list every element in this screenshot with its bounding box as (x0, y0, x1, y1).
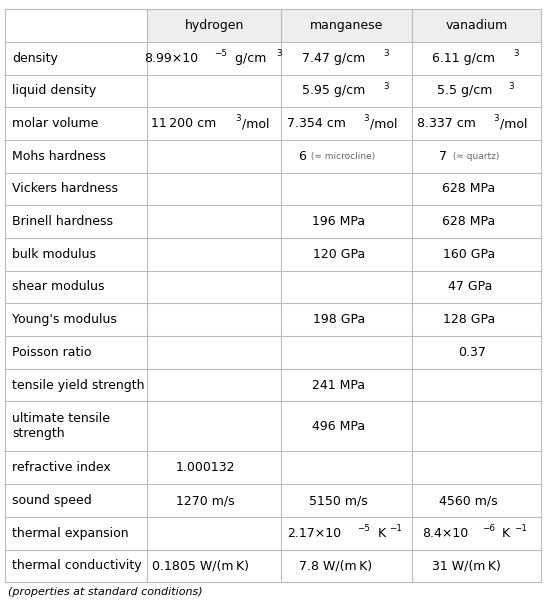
Text: Brinell hardness: Brinell hardness (12, 215, 113, 228)
Text: 8.4×10: 8.4×10 (422, 527, 468, 540)
Text: 8.337 cm: 8.337 cm (417, 117, 476, 130)
Text: 198 GPa: 198 GPa (313, 313, 365, 326)
Text: 241 MPa: 241 MPa (312, 379, 365, 392)
Text: 628 MPa: 628 MPa (442, 183, 495, 196)
Text: thermal conductivity: thermal conductivity (12, 560, 141, 573)
Text: −1: −1 (514, 524, 527, 533)
Text: 1270 m/s: 1270 m/s (176, 494, 235, 507)
Text: bulk modulus: bulk modulus (12, 248, 96, 261)
Text: 6.11 g/cm: 6.11 g/cm (432, 52, 495, 65)
Bar (412, 9, 541, 42)
Text: 47 GPa: 47 GPa (448, 280, 492, 293)
Text: refractive index: refractive index (12, 461, 111, 474)
Text: −5: −5 (214, 49, 227, 58)
Text: −5: −5 (357, 524, 370, 533)
Text: 628 MPa: 628 MPa (442, 215, 495, 228)
Text: /mol: /mol (242, 117, 270, 130)
Text: hydrogen: hydrogen (185, 19, 244, 32)
Bar (147, 9, 281, 42)
Text: 3: 3 (508, 81, 514, 90)
Text: (≈ quartz): (≈ quartz) (450, 152, 499, 161)
Text: Poisson ratio: Poisson ratio (12, 346, 92, 359)
Text: 7.47 g/cm: 7.47 g/cm (302, 52, 365, 65)
Text: g/cm: g/cm (231, 52, 266, 65)
Text: 3: 3 (235, 114, 240, 123)
Text: 5150 m/s: 5150 m/s (308, 494, 367, 507)
Text: 0.37: 0.37 (458, 346, 486, 359)
Text: 4560 m/s: 4560 m/s (438, 494, 497, 507)
Text: /mol: /mol (500, 117, 527, 130)
Text: 7: 7 (440, 150, 447, 163)
Text: liquid density: liquid density (12, 84, 96, 97)
Bar (281, 9, 412, 42)
Text: vanadium: vanadium (445, 19, 507, 32)
Text: 0.1805 W/(m K): 0.1805 W/(m K) (152, 560, 248, 573)
Text: tensile yield strength: tensile yield strength (12, 379, 145, 392)
Text: −6: −6 (482, 524, 495, 533)
Text: density: density (12, 52, 58, 65)
Text: manganese: manganese (310, 19, 383, 32)
Text: thermal expansion: thermal expansion (12, 527, 129, 540)
Text: 8.99×10: 8.99×10 (144, 52, 199, 65)
Text: Vickers hardness: Vickers hardness (12, 183, 118, 196)
Text: molar volume: molar volume (12, 117, 98, 130)
Text: 3: 3 (493, 114, 498, 123)
Text: 196 MPa: 196 MPa (312, 215, 365, 228)
Text: 3: 3 (384, 49, 389, 58)
Text: 3: 3 (513, 49, 519, 58)
Text: 160 GPa: 160 GPa (443, 248, 495, 261)
Text: K: K (374, 527, 386, 540)
Text: 5.5 g/cm: 5.5 g/cm (437, 84, 492, 97)
Text: /mol: /mol (370, 117, 398, 130)
Text: 120 GPa: 120 GPa (313, 248, 365, 261)
Text: 7.8 W/(m K): 7.8 W/(m K) (299, 560, 372, 573)
Text: 496 MPa: 496 MPa (312, 420, 365, 433)
Text: 1.000132: 1.000132 (176, 461, 235, 474)
Text: −1: −1 (389, 524, 402, 533)
Text: 128 GPa: 128 GPa (443, 313, 495, 326)
Text: K: K (498, 527, 511, 540)
Text: 3: 3 (384, 81, 389, 90)
Text: (≈ microcline): (≈ microcline) (308, 152, 376, 161)
Text: 3: 3 (363, 114, 369, 123)
Text: 31 W/(m K): 31 W/(m K) (432, 560, 501, 573)
Text: 3: 3 (277, 49, 282, 58)
Text: 2.17×10: 2.17×10 (287, 527, 341, 540)
Text: (properties at standard conditions): (properties at standard conditions) (8, 587, 203, 597)
Text: Mohs hardness: Mohs hardness (12, 150, 106, 163)
Text: ultimate tensile
strength: ultimate tensile strength (12, 412, 110, 441)
Text: sound speed: sound speed (12, 494, 92, 507)
Text: 5.95 g/cm: 5.95 g/cm (302, 84, 365, 97)
Text: 6: 6 (298, 150, 306, 163)
Text: 11 200 cm: 11 200 cm (151, 117, 216, 130)
Text: shear modulus: shear modulus (12, 280, 104, 293)
Text: Young's modulus: Young's modulus (12, 313, 117, 326)
Text: 7.354 cm: 7.354 cm (287, 117, 346, 130)
